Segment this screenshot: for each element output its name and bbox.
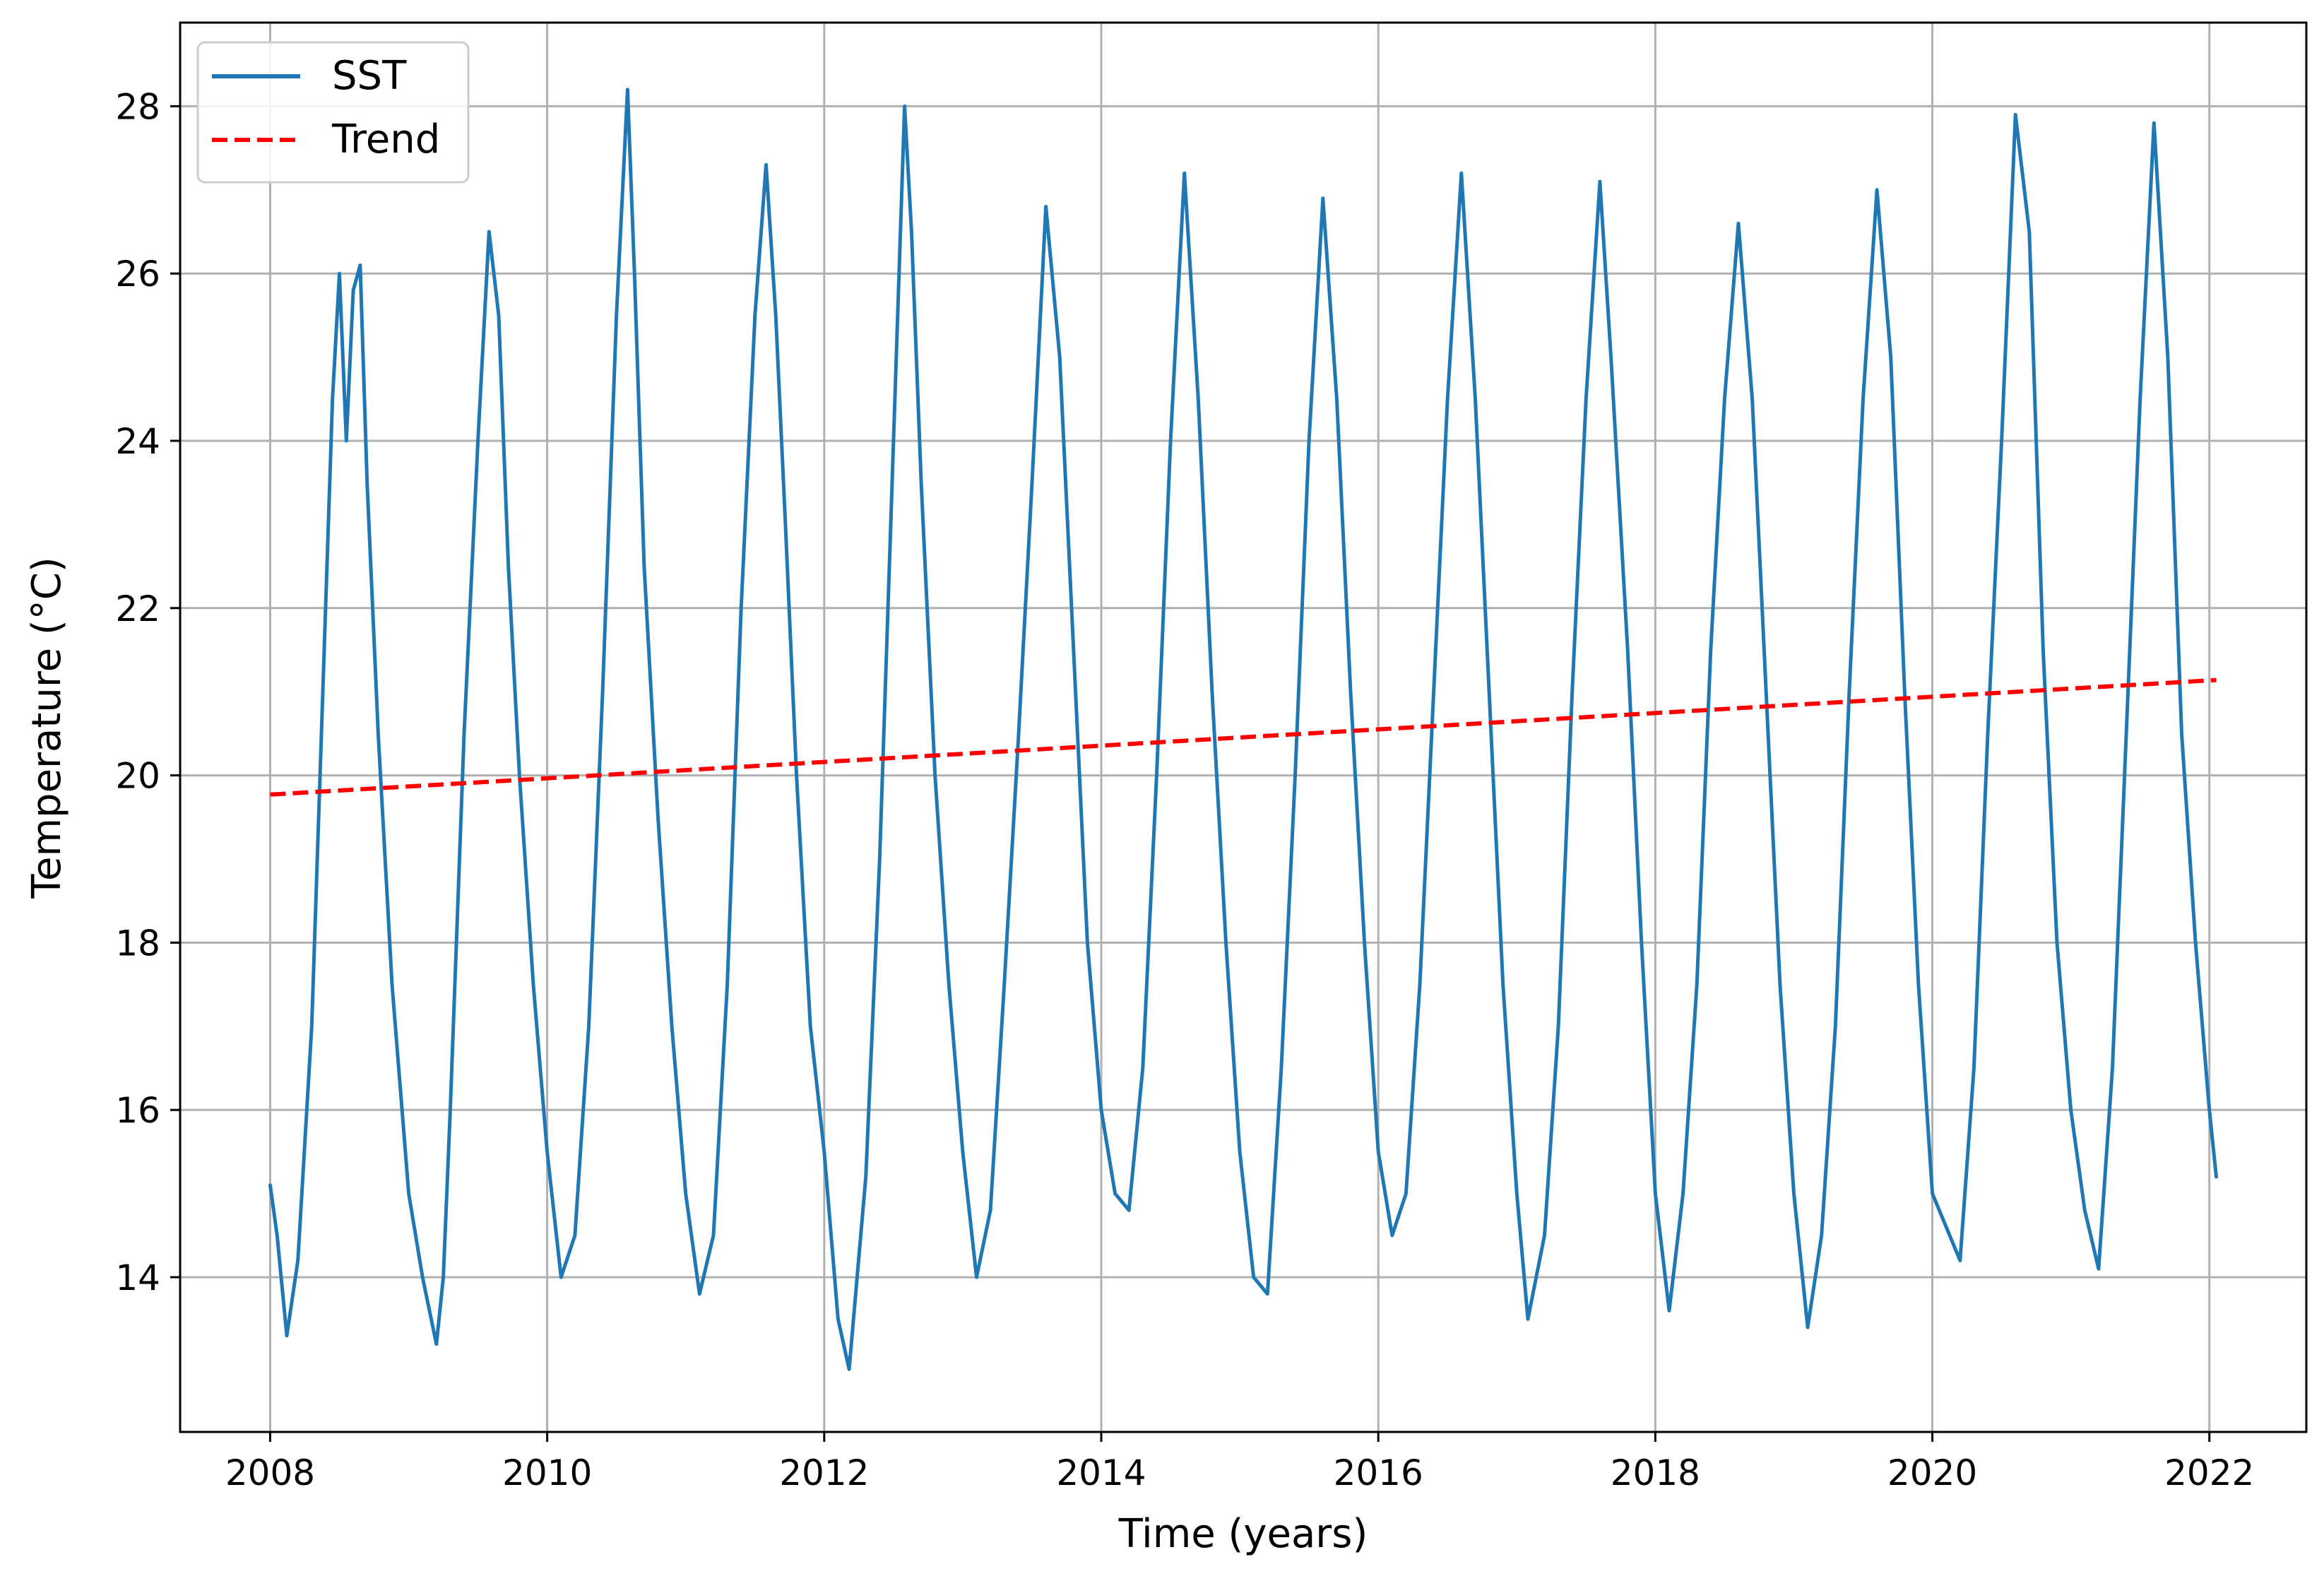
y-tick-label: 22 bbox=[115, 588, 160, 629]
x-tick-label: 2008 bbox=[225, 1452, 315, 1493]
y-tick-label: 26 bbox=[115, 254, 160, 295]
y-tick-label: 24 bbox=[115, 421, 160, 462]
x-tick-label: 2016 bbox=[1334, 1452, 1423, 1493]
y-tick-label: 28 bbox=[115, 86, 160, 127]
series-layer bbox=[268, 88, 2218, 1371]
legend: SST Trend bbox=[196, 41, 470, 184]
y-axis-ticks: 14 16 18 20 22 24 26 28 bbox=[115, 86, 180, 1298]
x-axis-ticks: 2008 2010 2012 2014 2016 2018 2020 2022 bbox=[225, 1432, 2254, 1493]
x-tick-label: 2020 bbox=[1887, 1452, 1977, 1493]
series-line-trend bbox=[270, 677, 2217, 797]
x-tick-label: 2012 bbox=[779, 1452, 869, 1493]
x-axis-label: Time (years) bbox=[1118, 1511, 1368, 1557]
x-tick-label: 2014 bbox=[1056, 1452, 1146, 1493]
plot-frame bbox=[179, 21, 2308, 1433]
y-tick-label: 20 bbox=[115, 756, 160, 797]
x-tick-label: 2022 bbox=[2164, 1452, 2254, 1493]
legend-label-trend: Trend bbox=[331, 117, 440, 162]
y-tick-label: 14 bbox=[115, 1257, 160, 1298]
x-tick-label: 2010 bbox=[502, 1452, 592, 1493]
x-tick-label: 2018 bbox=[1611, 1452, 1700, 1493]
y-tick-label: 16 bbox=[115, 1090, 160, 1131]
y-axis-label: Temperature (°C) bbox=[24, 557, 70, 899]
series-line-sst bbox=[268, 88, 2218, 1371]
y-tick-label: 18 bbox=[115, 923, 160, 964]
legend-label-sst: SST bbox=[332, 53, 407, 99]
